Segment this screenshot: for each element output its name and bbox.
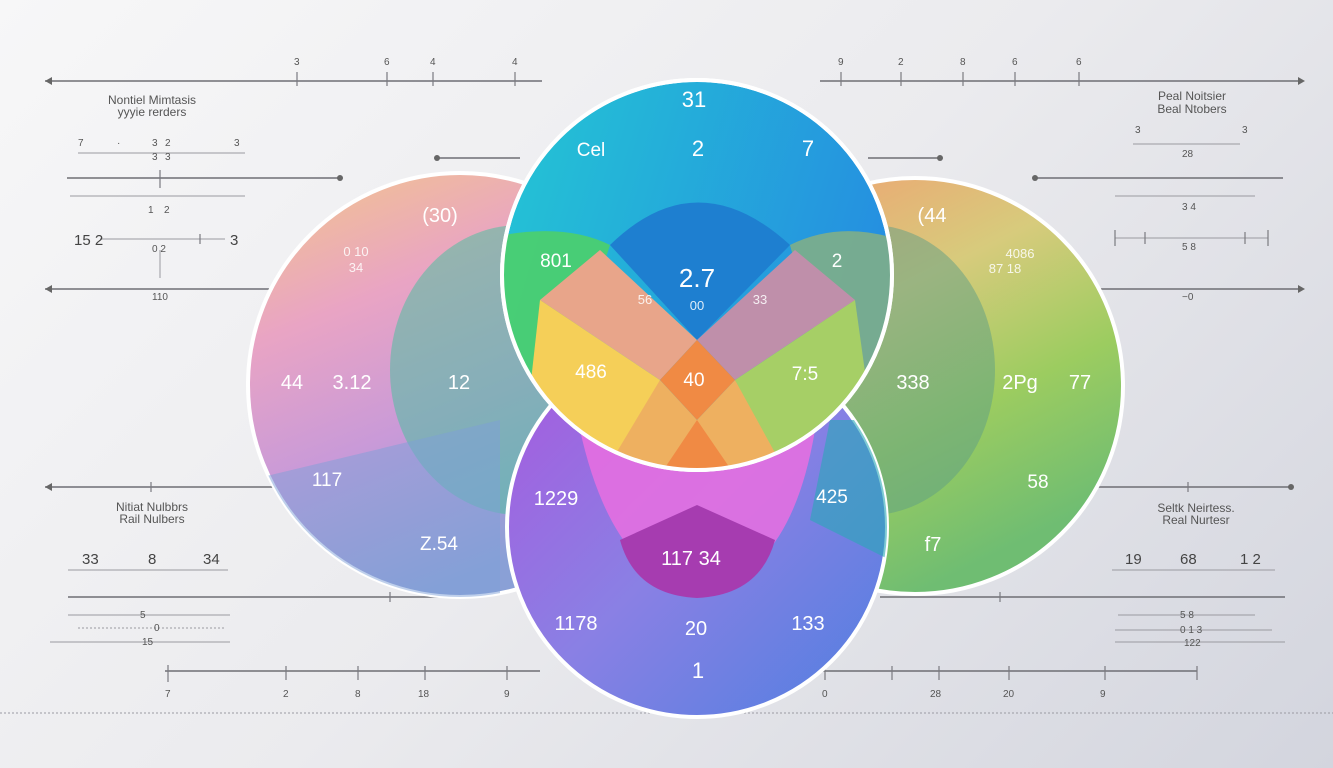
- tick-label: 20: [1003, 689, 1015, 700]
- scale-label: 2: [164, 205, 170, 216]
- region-label: 40: [683, 370, 704, 391]
- scale-label: 15: [142, 637, 154, 648]
- scale-label: 1 2: [1240, 551, 1261, 568]
- scale-label: 5 8: [1182, 242, 1196, 253]
- tick-label: 8: [960, 57, 966, 68]
- tick-label: 28: [930, 689, 942, 700]
- scale-label: 3: [1135, 125, 1141, 136]
- region-label: f7: [925, 534, 942, 556]
- caption-line: yyyie rerders: [118, 105, 187, 119]
- region-label: 34: [349, 260, 363, 275]
- scale-label: 5: [140, 610, 146, 621]
- region-label: 133: [791, 613, 824, 635]
- scale-label: 68: [1180, 551, 1197, 568]
- region-label: 4086: [1006, 246, 1035, 261]
- region-label: 44: [281, 372, 303, 394]
- scale-label: 34: [203, 551, 220, 568]
- caption-line: Nitiat Nulbbrs: [116, 500, 188, 514]
- tick-label: 18: [418, 689, 430, 700]
- region-label: 31: [682, 87, 706, 112]
- caption-line: Rail Nulbers: [119, 512, 184, 526]
- region-label: Cel: [577, 140, 606, 161]
- scale-label: 3: [230, 232, 238, 249]
- region-label: 117: [312, 470, 342, 491]
- tick-label: 9: [1100, 689, 1106, 700]
- caption-line: Seltk Neirtess.: [1157, 501, 1234, 515]
- scale-label: 110: [152, 292, 168, 303]
- region-label: 486: [575, 362, 607, 383]
- region-label: 12: [448, 372, 470, 394]
- tick-label: 2: [283, 689, 289, 700]
- region-label: Z.54: [420, 534, 458, 555]
- region-label: 338: [896, 372, 929, 394]
- scale-label: ·: [117, 138, 120, 149]
- scale-label: 28: [1182, 149, 1194, 160]
- tick-label: 2: [898, 57, 904, 68]
- scale-label: 15 2: [74, 232, 103, 249]
- top-set: [500, 78, 894, 472]
- scale-label: 0 1 3: [1180, 625, 1203, 636]
- region-label: 58: [1027, 472, 1048, 493]
- caption-line: Real Nurtesr: [1162, 513, 1229, 527]
- tick-label: 0: [822, 689, 828, 700]
- region-label: (30): [422, 205, 458, 227]
- tick-label: 4: [430, 57, 436, 68]
- region-label: 00: [690, 298, 704, 313]
- tick-label: 9: [838, 57, 844, 68]
- tick-label: 6: [1012, 57, 1018, 68]
- region-label: 1: [692, 658, 704, 683]
- caption-line: Peal Noitsier: [1158, 89, 1226, 103]
- region-label: 77: [1069, 372, 1091, 394]
- region-label: 33: [753, 292, 767, 307]
- tick-label: 3: [294, 57, 300, 68]
- scale-label: −0: [1182, 292, 1194, 303]
- region-label: 7:5: [792, 364, 818, 385]
- region-label: 20: [685, 618, 707, 640]
- region-label: 7: [802, 136, 814, 161]
- scale-label: 3: [165, 152, 171, 163]
- region-label: 56: [638, 292, 652, 307]
- scale-label: 1: [148, 205, 154, 216]
- scale-label: 19: [1125, 551, 1142, 568]
- region-label: 801: [540, 251, 572, 272]
- scale-label: 7: [78, 138, 84, 149]
- region-label: 2: [832, 251, 843, 272]
- scale-label: 2: [165, 138, 171, 149]
- scale-label: 3 4: [1182, 202, 1196, 213]
- region-label: 1178: [554, 613, 597, 635]
- tick-label: 9: [504, 689, 510, 700]
- region-label: 2Pg: [1002, 372, 1038, 394]
- scale-label: 0: [154, 623, 160, 634]
- caption-line: Nontiel Mimtasis: [108, 93, 196, 107]
- region-label: 2.7: [679, 263, 715, 293]
- region-label: 0 10: [343, 244, 368, 259]
- region-label: 425: [816, 487, 848, 508]
- region-label: (44: [918, 205, 947, 227]
- tick-label: 6: [384, 57, 390, 68]
- region-label: 2: [692, 136, 704, 161]
- scale-label: 3: [152, 138, 158, 149]
- tick-label: 8: [355, 689, 361, 700]
- region-label: 1229: [534, 488, 579, 510]
- scale-label: 8: [148, 551, 156, 568]
- scale-label: 3: [1242, 125, 1248, 136]
- tick-labels: 3 6 4 4 9 2 8 6 6 Nontiel Mimtasis yyyie…: [74, 57, 1261, 700]
- scale-label: 3: [234, 138, 240, 149]
- scale-label: 0 2: [152, 244, 166, 255]
- scale-label: 122: [1184, 638, 1201, 649]
- caption-line: Beal Ntobers: [1157, 102, 1226, 116]
- region-label: 117 34: [661, 548, 721, 570]
- scale-label: 5 8: [1180, 610, 1194, 621]
- scale-label: 3: [152, 152, 158, 163]
- region-label: 87 18: [989, 261, 1022, 276]
- number-lines: [0, 72, 1333, 714]
- scale-label: 33: [82, 551, 99, 568]
- tick-label: 7: [165, 689, 171, 700]
- tick-label: 4: [512, 57, 518, 68]
- region-label: 3.12: [333, 372, 372, 394]
- tick-label: 6: [1076, 57, 1082, 68]
- region-labels: 31 Cel 2 7 2.7 00 801 2 56 33 486 40 7:5…: [281, 87, 1091, 683]
